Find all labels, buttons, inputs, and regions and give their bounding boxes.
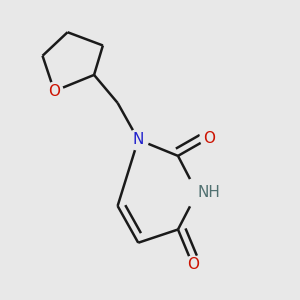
Circle shape — [182, 178, 212, 207]
Text: O: O — [203, 131, 215, 146]
Circle shape — [200, 129, 218, 147]
Text: N: N — [133, 132, 144, 147]
Circle shape — [128, 129, 148, 150]
Text: O: O — [187, 257, 199, 272]
Circle shape — [46, 82, 63, 100]
Text: NH: NH — [197, 185, 220, 200]
Text: O: O — [48, 84, 60, 99]
Circle shape — [184, 256, 202, 274]
